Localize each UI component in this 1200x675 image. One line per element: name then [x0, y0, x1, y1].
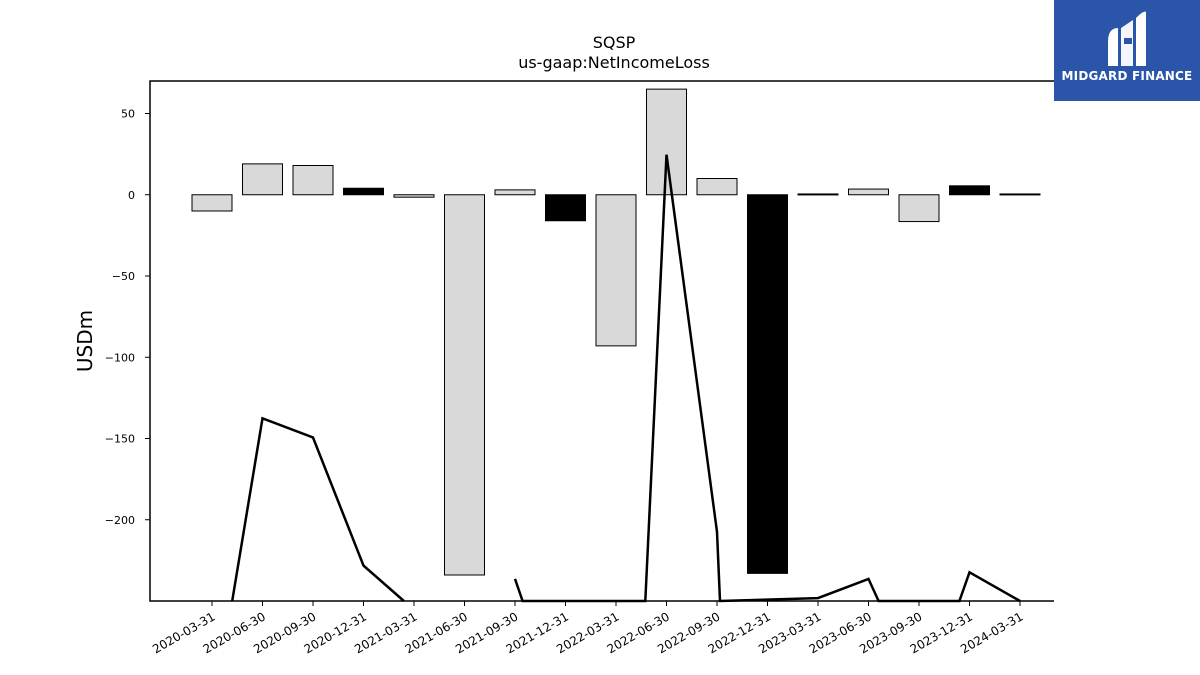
- bar: [393, 194, 435, 198]
- bar: [696, 178, 738, 196]
- y-tick-label: −150: [105, 433, 135, 446]
- bar: [494, 189, 536, 196]
- chart-title: SQSP: [593, 33, 636, 52]
- midgard-logo-mark-icon: [1108, 11, 1146, 67]
- y-tick-label: −200: [105, 514, 135, 527]
- bar: [191, 194, 233, 212]
- bar: [595, 194, 637, 347]
- bar: [292, 165, 334, 196]
- y-tick-label: 50: [121, 108, 135, 121]
- bar: [747, 194, 788, 574]
- plot-frame: [149, 80, 1054, 602]
- bar: [898, 194, 940, 223]
- y-tick-label: −100: [105, 351, 135, 364]
- chart: SQSPus-gaap:NetIncomeLossUSDmPercentage …: [73, 33, 1054, 656]
- bar: [949, 185, 990, 196]
- bar: [848, 188, 889, 196]
- y-tick-label: −50: [112, 270, 135, 283]
- y-axis-label: USDm: [73, 310, 97, 372]
- bar: [242, 163, 283, 196]
- logo-text: MIDGARD FINANCE: [1061, 69, 1193, 83]
- bar: [444, 194, 485, 576]
- bar: [797, 193, 839, 196]
- y-tick-label: 0: [128, 189, 135, 202]
- chart-subtitle: us-gaap:NetIncomeLoss: [518, 53, 710, 72]
- midgard-finance-logo: MIDGARD FINANCE: [1054, 0, 1200, 101]
- bar: [545, 194, 586, 222]
- bar: [999, 193, 1041, 196]
- bar: [343, 187, 384, 196]
